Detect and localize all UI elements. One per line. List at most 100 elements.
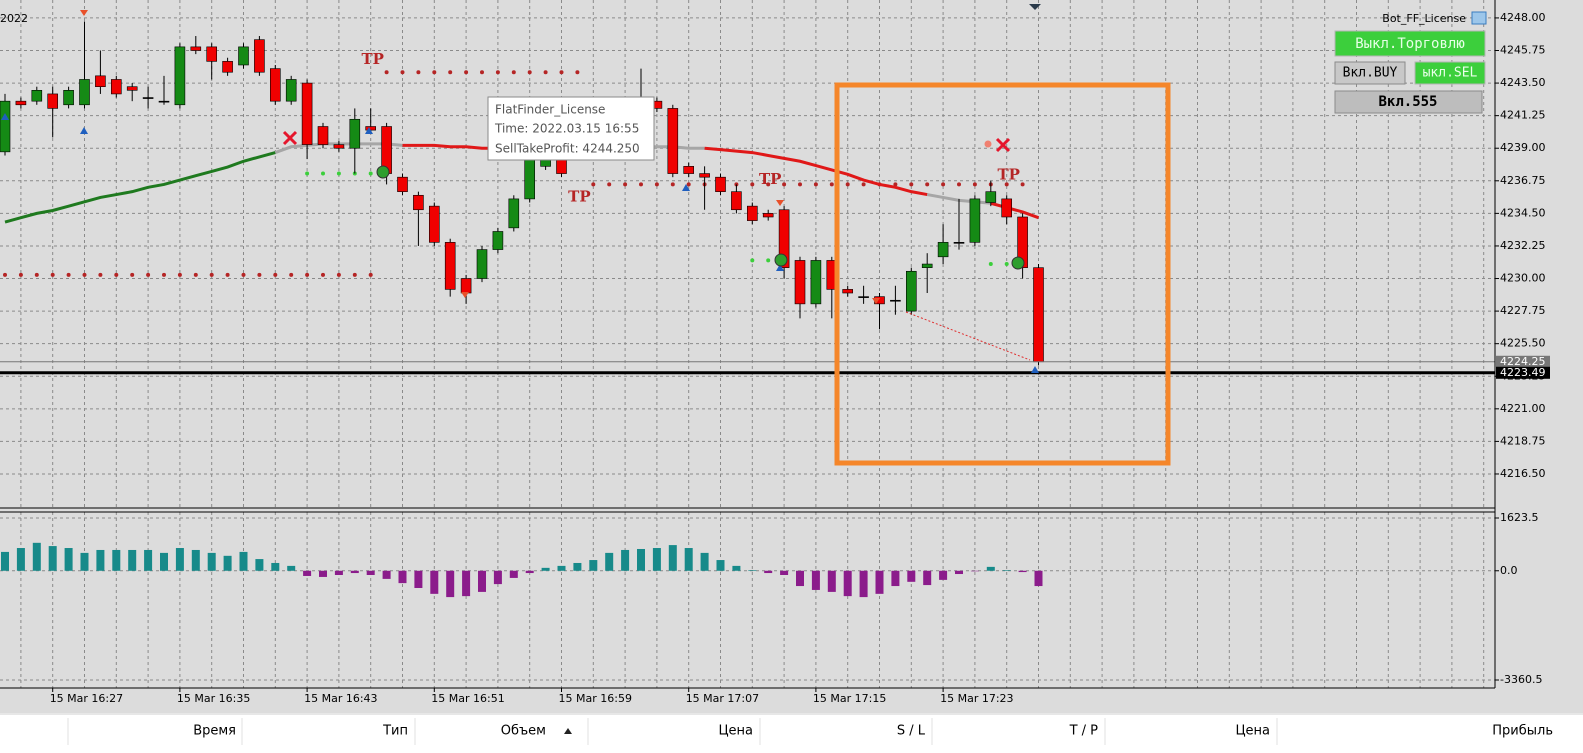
highlight-box <box>834 82 1171 466</box>
column-header[interactable]: S / L <box>897 724 926 739</box>
price-label: 4224.25 <box>1500 355 1546 368</box>
candle-body <box>63 90 74 106</box>
candle-body <box>778 209 790 268</box>
moving-average <box>990 201 1040 220</box>
candle-body <box>762 213 774 218</box>
y-tick-label: 1623.5 <box>1500 511 1539 524</box>
histogram-bar <box>430 570 439 594</box>
data-layer: TP TP TP TP <box>0 21 1495 598</box>
histogram-bar <box>525 570 534 574</box>
histogram-bar <box>112 549 121 571</box>
candle-body <box>111 79 122 95</box>
candle-body <box>858 296 869 298</box>
y-tick-label: 4234.50 <box>1500 206 1546 219</box>
arrow-down <box>872 298 880 304</box>
histogram-bar <box>796 570 804 587</box>
column-header[interactable]: Цена <box>718 724 753 739</box>
candle-body <box>667 108 679 174</box>
column-header[interactable]: Тип <box>382 724 408 739</box>
y-tick-label: -3360.5 <box>1500 673 1542 686</box>
histogram-bar <box>875 570 884 594</box>
histogram-bar <box>955 570 963 575</box>
column-header[interactable]: Цена <box>1235 724 1270 739</box>
y-tick-label: 4225.50 <box>1500 337 1546 350</box>
candle-body <box>937 242 949 258</box>
column-header[interactable]: Время <box>193 724 236 739</box>
y-tick-label: 4227.75 <box>1500 304 1546 317</box>
histogram-bar <box>684 548 693 571</box>
button[interactable] <box>1334 30 1486 57</box>
histogram-bar <box>764 570 773 574</box>
candle-body <box>413 194 424 211</box>
histogram-bar <box>446 570 455 598</box>
button[interactable] <box>1334 61 1406 85</box>
candle-body <box>921 263 933 268</box>
price-label-box <box>1496 366 1550 379</box>
arrow-up <box>1 113 9 120</box>
candle-body <box>905 270 917 312</box>
x-tick-label: 15 Mar 16:27 <box>50 692 123 705</box>
candle-body <box>349 118 361 149</box>
histogram-bar <box>716 560 725 571</box>
x-tick-label: 15 Mar 17:07 <box>686 692 759 705</box>
histogram-bar <box>493 570 502 585</box>
histogram-bar <box>605 552 614 571</box>
candle-body <box>842 289 854 294</box>
grid-layer <box>0 0 1499 692</box>
tooltip-box <box>487 96 655 161</box>
arrow-up <box>682 184 690 191</box>
column-header[interactable]: Прибыль <box>1492 724 1553 739</box>
candle-body <box>190 46 202 51</box>
y-tick-label: 4221.00 <box>1500 402 1546 415</box>
annotation: TP <box>361 50 383 68</box>
y-tick-label: 4241.25 <box>1500 109 1546 122</box>
histogram-bar <box>478 570 486 592</box>
button[interactable] <box>1414 61 1486 85</box>
histogram-bar <box>366 570 375 575</box>
arrow-up <box>1031 366 1039 373</box>
column-header[interactable]: T / P <box>1069 724 1099 739</box>
candle-body <box>1033 267 1044 363</box>
histogram-bar <box>573 562 582 571</box>
candle-body <box>556 158 567 174</box>
button-label[interactable]: Вкл.555 <box>1378 94 1437 110</box>
candle-body <box>238 46 249 66</box>
candle-body <box>492 231 504 250</box>
panel-icon <box>1471 11 1487 25</box>
candle-body <box>444 242 456 290</box>
histogram-bar <box>160 552 168 571</box>
histogram-bar <box>16 548 25 571</box>
histogram-bar <box>223 555 232 571</box>
histogram-bar <box>811 570 820 590</box>
y-tick-label: 4218.75 <box>1500 434 1546 447</box>
column-header[interactable]: Объем <box>501 724 546 739</box>
histogram-bar <box>271 562 280 571</box>
y-tick-label: 4230.00 <box>1500 272 1546 285</box>
button-label[interactable]: Вкл.BUY <box>1343 66 1398 81</box>
histogram-bar <box>970 570 979 572</box>
histogram-bar <box>843 570 852 597</box>
button-label[interactable]: ыкл.SEL <box>1423 66 1478 81</box>
candle-body <box>269 68 281 102</box>
tooltip-line: SellTakeProfit: 4244.250 <box>495 142 640 156</box>
candle-body <box>794 260 806 305</box>
candle-body <box>79 79 90 106</box>
button-label[interactable]: Выкл.Торговлю <box>1355 36 1465 52</box>
circle-marker <box>774 253 788 267</box>
moving-average <box>704 146 928 197</box>
histogram-bar <box>700 552 709 571</box>
candle-body <box>0 100 11 153</box>
histogram-bar <box>462 570 471 597</box>
cross-marker <box>282 130 298 146</box>
histogram-bar <box>748 570 757 571</box>
histogram-bar <box>827 570 836 592</box>
histogram-bar <box>48 546 57 571</box>
candle-body <box>47 93 59 109</box>
arrow-up <box>365 127 373 134</box>
candle-body <box>15 100 27 106</box>
button[interactable] <box>1334 90 1483 114</box>
label-layer: 4216.504218.754221.004223.254225.504227.… <box>50 11 1550 705</box>
histogram-bar <box>382 570 391 579</box>
candle-body <box>158 100 170 103</box>
